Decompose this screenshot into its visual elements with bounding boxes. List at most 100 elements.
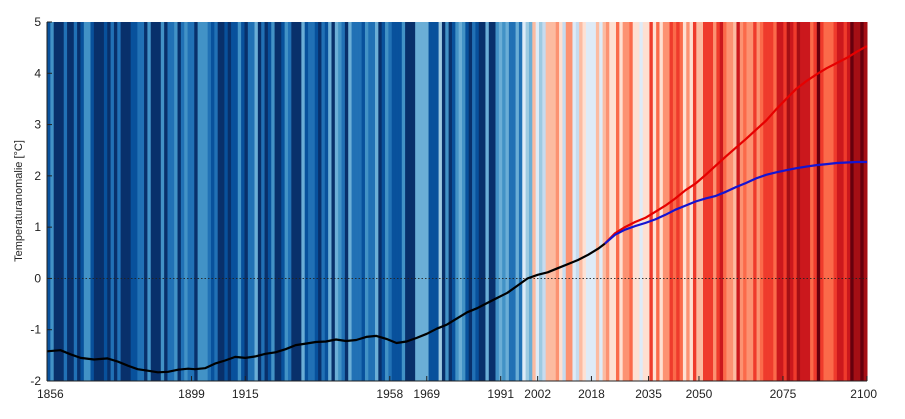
- stripe: [485, 22, 490, 381]
- stripe: [334, 22, 339, 381]
- stripe: [699, 22, 704, 381]
- stripe: [706, 22, 711, 381]
- x-tick-label: 2075: [770, 387, 797, 401]
- stripe: [298, 22, 302, 381]
- warming-stripes: [47, 22, 868, 381]
- stripe: [308, 22, 312, 381]
- stripe: [810, 22, 814, 381]
- stripe: [682, 22, 687, 381]
- stripe: [123, 22, 128, 381]
- stripe: [103, 22, 108, 381]
- stripe: [160, 22, 165, 381]
- stripe: [318, 22, 322, 381]
- stripe: [766, 22, 771, 381]
- x-tick-label: 1991: [487, 387, 514, 401]
- stripe: [451, 22, 456, 381]
- stripe: [559, 22, 563, 381]
- stripe: [57, 22, 61, 381]
- stripe: [716, 22, 721, 381]
- stripe: [251, 22, 256, 381]
- stripe: [729, 22, 734, 381]
- y-tick-label: -2: [30, 374, 41, 388]
- stripe: [137, 22, 142, 381]
- x-tick-label: 2018: [578, 387, 605, 401]
- stripe: [50, 22, 55, 381]
- stripe: [689, 22, 694, 381]
- series-line-0: [46, 242, 606, 374]
- stripe: [565, 22, 570, 381]
- stripe: [221, 22, 225, 381]
- stripe: [200, 22, 205, 381]
- stripe: [73, 22, 78, 381]
- stripe: [495, 22, 500, 381]
- stripe: [482, 22, 486, 381]
- y-tick-label: 0: [34, 271, 41, 285]
- stripe: [180, 22, 185, 381]
- stripe: [759, 22, 764, 381]
- stripe: [264, 22, 269, 381]
- stripe: [113, 22, 118, 381]
- stripe: [368, 22, 373, 381]
- stripe: [77, 22, 81, 381]
- stripe: [425, 22, 430, 381]
- stripe: [194, 22, 199, 381]
- stripe: [776, 22, 781, 381]
- stripe: [846, 22, 851, 381]
- stripe: [602, 22, 607, 381]
- stripe: [231, 22, 235, 381]
- stripe: [150, 22, 155, 381]
- stripe: [743, 22, 748, 381]
- stripe: [244, 22, 249, 381]
- stripe: [652, 22, 657, 381]
- y-tick-label: 3: [34, 118, 41, 132]
- stripe: [271, 22, 276, 381]
- stripe: [311, 22, 316, 381]
- stripe: [164, 22, 168, 381]
- stripe: [110, 22, 115, 381]
- stripe: [284, 22, 289, 381]
- stripe: [431, 22, 436, 381]
- stripe: [632, 22, 637, 381]
- stripe: [331, 22, 336, 381]
- stripe: [796, 22, 801, 381]
- stripe: [800, 22, 804, 381]
- stripe: [287, 22, 292, 381]
- stripe: [562, 22, 567, 381]
- stripe: [127, 22, 132, 381]
- stripe: [174, 22, 179, 381]
- stripe: [217, 22, 222, 381]
- stripe: [381, 22, 386, 381]
- stripe: [626, 22, 630, 381]
- stripe: [80, 22, 85, 381]
- stripe: [786, 22, 791, 381]
- stripe: [351, 22, 356, 381]
- stripe: [863, 22, 868, 381]
- stripe: [555, 22, 560, 381]
- stripe: [147, 22, 152, 381]
- stripe: [813, 22, 818, 381]
- stripe: [666, 22, 671, 381]
- stripe: [605, 22, 610, 381]
- stripe: [338, 22, 343, 381]
- stripe: [211, 22, 215, 381]
- stripe: [629, 22, 634, 381]
- stripe: [428, 22, 433, 381]
- stripe: [214, 22, 219, 381]
- stripe: [154, 22, 158, 381]
- stripe: [585, 22, 590, 381]
- stripe: [120, 22, 125, 381]
- stripe: [826, 22, 831, 381]
- stripe: [836, 22, 841, 381]
- y-tick-label: 1: [34, 220, 41, 234]
- stripe: [468, 22, 473, 381]
- stripe: [723, 22, 727, 381]
- stripe: [438, 22, 443, 381]
- stripe: [806, 22, 811, 381]
- stripe: [261, 22, 266, 381]
- stripe: [646, 22, 650, 381]
- stripe: [505, 22, 510, 381]
- stripe: [184, 22, 189, 381]
- stripe: [321, 22, 326, 381]
- series-line-1: [604, 45, 868, 245]
